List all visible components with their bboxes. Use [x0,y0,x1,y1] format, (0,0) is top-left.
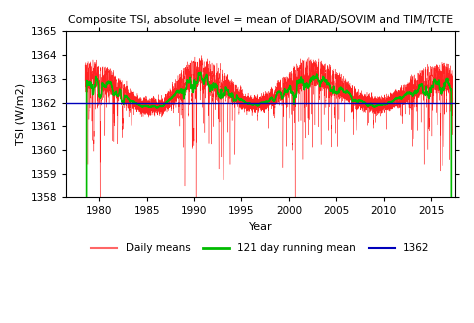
X-axis label: Year: Year [249,222,272,232]
Legend: Daily means, 121 day running mean, 1362: Daily means, 121 day running mean, 1362 [87,239,434,257]
Title: Composite TSI, absolute level = mean of DIARAD/SOVIM and TIM/TCTE: Composite TSI, absolute level = mean of … [68,15,453,25]
Y-axis label: TSI (W/m2): TSI (W/m2) [15,83,25,145]
